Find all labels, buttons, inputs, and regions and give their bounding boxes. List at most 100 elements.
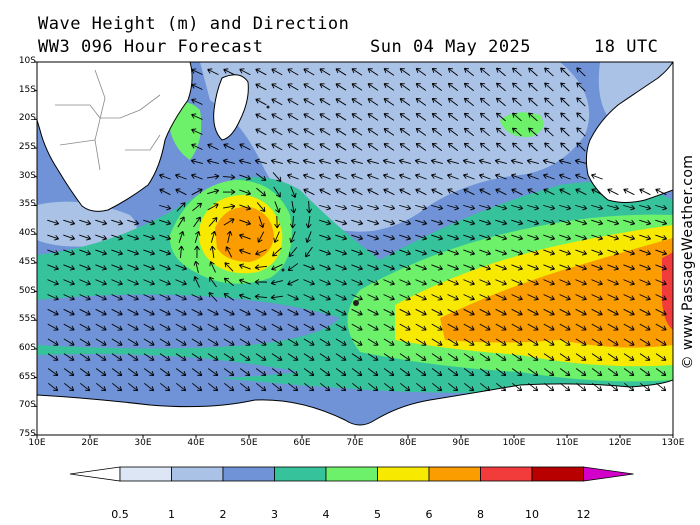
direction-arrow: [351, 98, 363, 106]
direction-arrow: [287, 128, 299, 136]
direction-arrow: [574, 158, 587, 165]
direction-arrow: [159, 308, 171, 316]
direction-arrow: [303, 279, 315, 286]
direction-arrow: [528, 97, 538, 107]
direction-arrow: [47, 323, 59, 331]
direction-arrow: [399, 113, 411, 121]
direction-arrow: [607, 204, 620, 211]
direction-arrow: [655, 294, 667, 301]
direction-arrow: [575, 204, 588, 211]
direction-arrow: [271, 338, 283, 346]
direction-arrow: [194, 230, 201, 243]
direction-arrow: [239, 204, 251, 211]
direction-arrow: [463, 323, 475, 331]
direction-arrow: [367, 204, 380, 211]
direction-arrow: [303, 173, 315, 180]
direction-arrow: [143, 353, 155, 361]
direction-arrow: [655, 308, 667, 316]
direction-arrow: [223, 338, 235, 346]
direction-arrow: [527, 353, 539, 361]
direction-arrow: [270, 158, 283, 165]
direction-arrow: [191, 323, 203, 331]
direction-arrow: [287, 338, 299, 346]
direction-arrow: [559, 204, 572, 211]
direction-arrow: [591, 204, 604, 211]
direction-arrow: [223, 203, 236, 210]
direction-arrow: [431, 308, 443, 316]
direction-arrow: [399, 83, 411, 91]
direction-arrow: [367, 188, 379, 196]
direction-arrow: [543, 368, 555, 376]
direction-arrow: [591, 294, 603, 301]
direction-arrow: [655, 219, 668, 226]
direction-arrow: [302, 158, 315, 165]
direction-arrow: [495, 338, 507, 346]
direction-arrow: [447, 204, 460, 211]
direction-arrow: [111, 249, 123, 256]
colorbar-label: 8: [477, 508, 484, 521]
direction-arrow: [255, 98, 267, 106]
lon-label: 10E: [28, 438, 46, 448]
direction-arrow: [367, 338, 379, 346]
direction-arrow: [335, 68, 347, 76]
direction-arrow: [607, 279, 619, 286]
direction-arrow: [79, 382, 91, 392]
direction-arrow: [383, 128, 395, 136]
direction-arrow: [399, 204, 412, 211]
direction-arrow: [559, 249, 571, 256]
direction-arrow: [543, 204, 556, 211]
direction-arrow: [623, 249, 635, 256]
direction-arrow: [127, 264, 139, 271]
direction-arrow: [575, 382, 587, 392]
direction-arrow: [143, 294, 155, 301]
direction-arrow: [287, 98, 299, 106]
direction-arrow: [655, 353, 667, 361]
direction-arrow: [127, 353, 139, 361]
direction-arrow: [559, 219, 572, 226]
direction-arrow: [303, 308, 315, 316]
direction-arrow: [175, 308, 187, 316]
direction-arrow: [463, 188, 475, 196]
direction-arrow: [335, 368, 347, 376]
direction-arrow: [512, 127, 522, 137]
direction-arrow: [512, 142, 522, 152]
direction-arrow: [575, 323, 587, 331]
lon-label: 20E: [81, 438, 99, 448]
direction-arrow: [383, 338, 395, 346]
direction-arrow: [111, 264, 123, 271]
direction-arrow: [383, 113, 395, 121]
direction-arrow: [319, 323, 331, 331]
colorbar-label: 2: [219, 508, 227, 521]
direction-arrow: [305, 231, 312, 243]
direction-arrow: [543, 219, 556, 226]
direction-arrow: [239, 68, 251, 76]
direction-arrow: [559, 368, 571, 376]
direction-arrow: [463, 127, 474, 137]
direction-arrow: [511, 382, 523, 392]
direction-arrow: [286, 158, 299, 165]
direction-arrow: [415, 382, 427, 392]
direction-arrow: [95, 249, 107, 256]
direction-arrow: [239, 368, 251, 376]
direction-arrow: [175, 353, 187, 361]
direction-arrow: [528, 67, 538, 77]
direction-arrow: [399, 219, 412, 226]
direction-arrow: [127, 308, 139, 316]
direction-arrow: [111, 279, 123, 286]
direction-arrow: [639, 219, 652, 226]
direction-arrow: [194, 245, 200, 259]
direction-arrow: [431, 173, 443, 180]
direction-arrow: [255, 308, 267, 316]
direction-arrow: [191, 113, 203, 120]
direction-arrow: [399, 382, 411, 392]
direction-arrow: [447, 219, 460, 226]
direction-arrow: [95, 308, 107, 316]
direction-arrow: [415, 68, 427, 76]
direction-arrow: [255, 68, 267, 76]
direction-arrow: [303, 353, 315, 361]
direction-arrow: [175, 368, 187, 376]
direction-arrow: [239, 233, 251, 240]
direction-arrow: [63, 234, 76, 241]
colorbar-label: 0.5: [111, 508, 129, 521]
direction-arrow: [175, 173, 187, 180]
